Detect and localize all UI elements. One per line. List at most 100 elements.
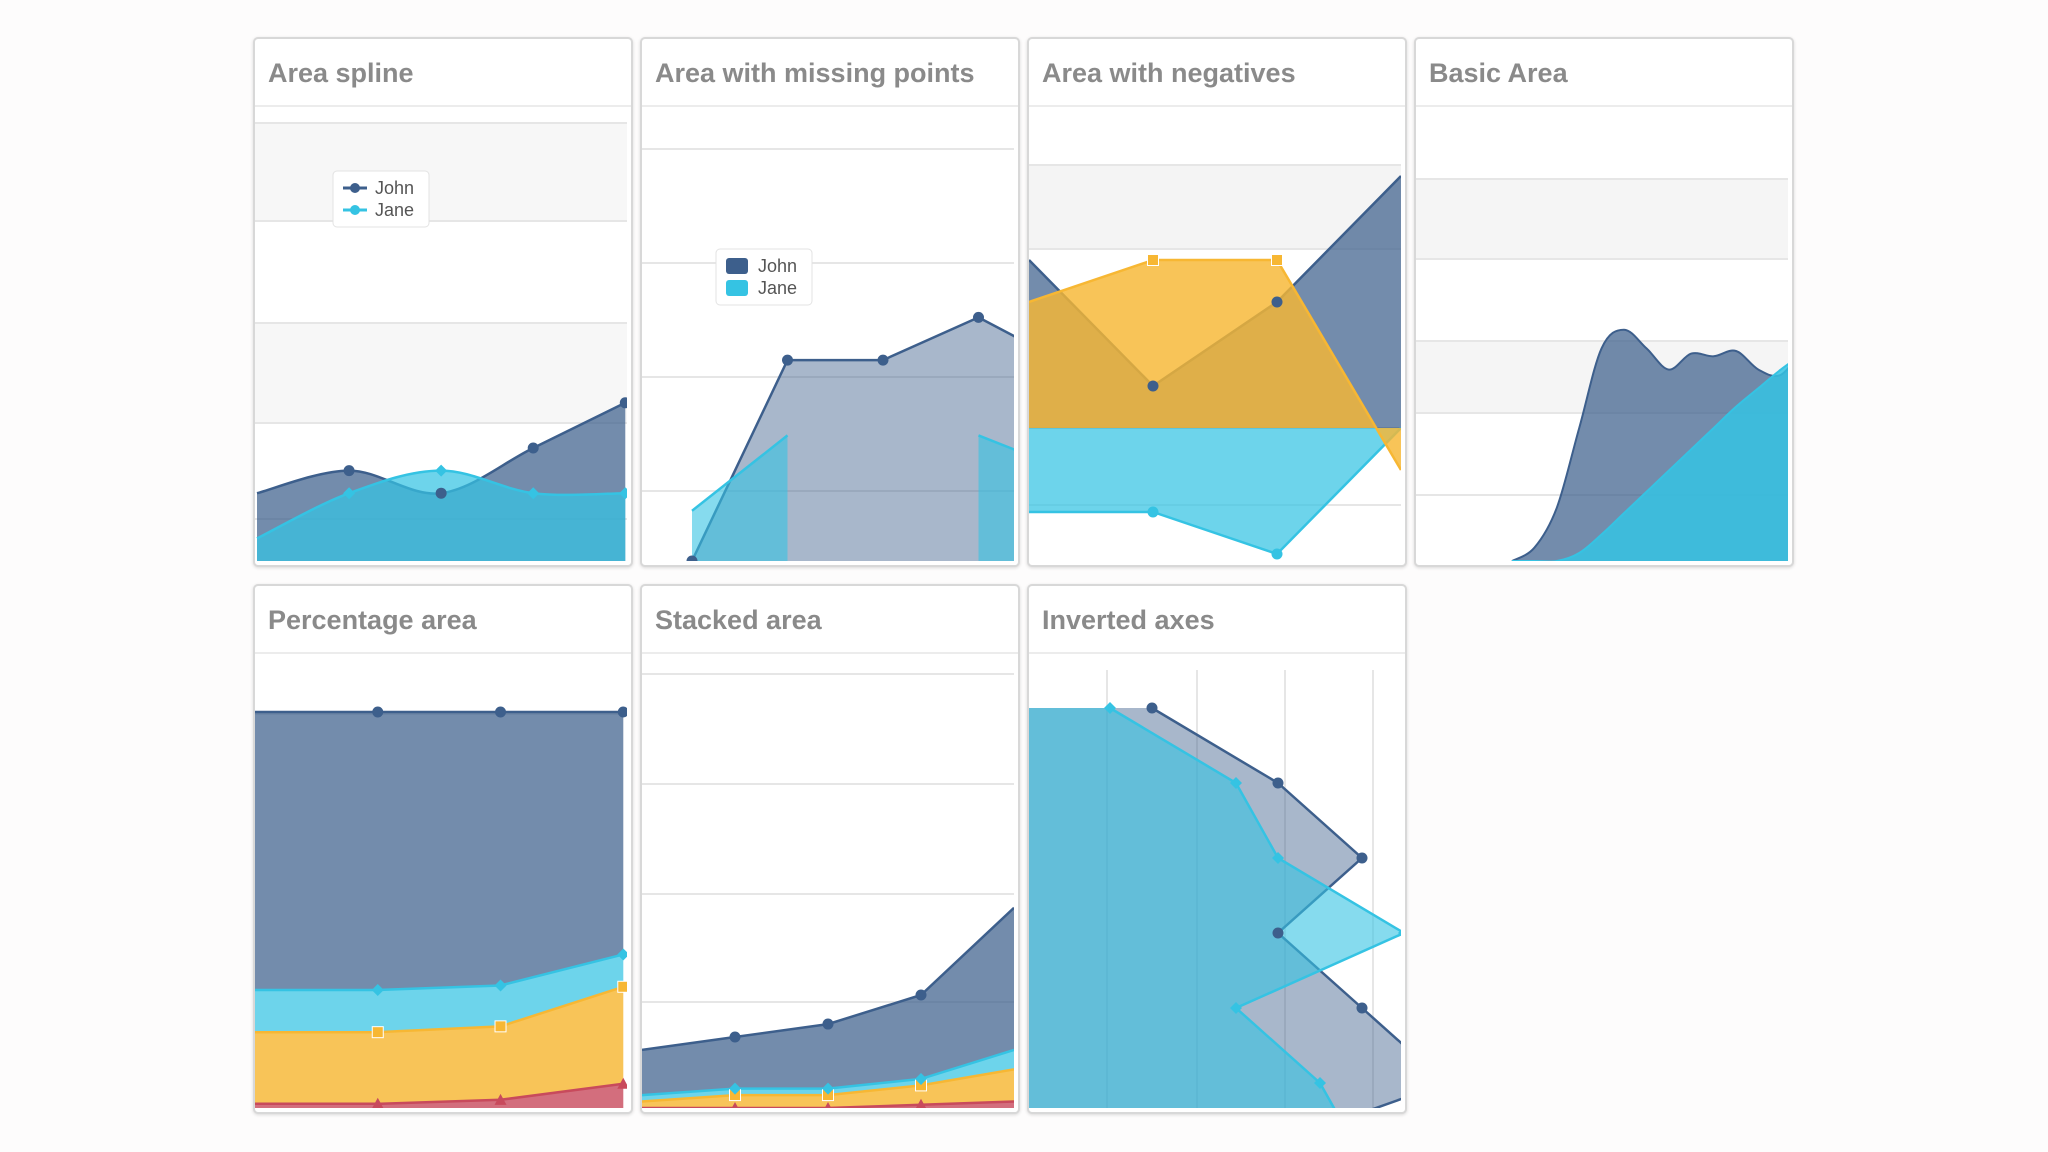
chart-card-area-missing-points[interactable]: Area with missing points John Jane — [640, 37, 1020, 567]
point-janet — [915, 1098, 927, 1108]
point-joe — [1271, 254, 1283, 266]
point-joe — [494, 1020, 507, 1033]
chart-title-basic-area: Basic Area — [1416, 39, 1792, 107]
line-jane — [1029, 427, 1401, 556]
chart-card-inverted-axes[interactable]: Inverted axes — [1027, 584, 1407, 1114]
point-jane — [371, 984, 384, 997]
line-jane — [691, 434, 789, 512]
line-joe — [1029, 258, 1401, 471]
point-janet — [824, 1102, 832, 1108]
point-jane — [915, 1072, 927, 1085]
chart-card-percentage-area[interactable]: Percentage area — [253, 584, 633, 1114]
legend-label-jane: Jane — [375, 200, 414, 220]
point-joe — [1147, 254, 1159, 266]
line-janet — [255, 1082, 624, 1106]
point-jane — [1230, 777, 1242, 789]
point-john — [343, 465, 355, 477]
legend-dot-john — [350, 183, 360, 193]
point-jane — [494, 979, 507, 992]
legend-label-john: John — [375, 178, 414, 198]
chart-card-stacked-area[interactable]: Stacked area — [640, 584, 1020, 1114]
point-jane — [729, 1082, 741, 1095]
area-john — [642, 907, 1014, 1096]
chart-title-area-missing-points: Area with missing points — [642, 39, 1018, 107]
area-jane — [1512, 364, 1788, 561]
point-john — [782, 354, 793, 366]
point-john — [1146, 702, 1158, 714]
point-john — [619, 397, 627, 409]
point-john — [877, 354, 889, 366]
line-john — [1511, 328, 1788, 561]
point-john — [527, 442, 539, 454]
point-jane — [1272, 852, 1284, 864]
area-jane — [1029, 708, 1401, 1108]
line-jane — [1512, 363, 1788, 561]
legend-label-jane: Jane — [758, 278, 797, 298]
point-jane — [1314, 1077, 1326, 1089]
point-jane — [619, 487, 627, 500]
point-john — [686, 555, 698, 561]
point-janet — [617, 1077, 627, 1089]
area-jane — [257, 470, 626, 561]
area-jane — [255, 954, 624, 1033]
point-john — [1272, 927, 1284, 939]
area-john — [255, 712, 624, 990]
grid-band — [255, 123, 627, 221]
point-john — [617, 706, 627, 718]
chart-card-area-spline[interactable]: Area spline John Jane — [253, 37, 633, 567]
point-john — [435, 487, 447, 499]
line-jane — [255, 953, 624, 992]
area-joe — [255, 986, 624, 1104]
area-jane — [1029, 428, 1401, 554]
line-joe — [255, 985, 624, 1034]
point-jane — [1398, 930, 1401, 936]
point-jane — [1271, 548, 1283, 560]
point-janet — [731, 1102, 739, 1108]
chart-title-inverted-axes: Inverted axes — [1029, 586, 1405, 654]
point-john — [372, 706, 384, 718]
chart-title-area-spline: Area spline — [255, 39, 631, 107]
point-joe — [617, 980, 627, 993]
chart-card-basic-area[interactable]: Basic Area — [1414, 37, 1794, 567]
point-john — [915, 989, 927, 1001]
point-john — [729, 1031, 741, 1043]
point-john — [495, 706, 507, 718]
point-john — [1271, 296, 1283, 308]
grid-band — [1029, 165, 1401, 249]
area-jane — [978, 435, 1014, 561]
plot-stacked-area — [642, 673, 1014, 1108]
point-jane — [822, 1082, 834, 1095]
point-john — [822, 1018, 834, 1030]
point-janet — [494, 1093, 507, 1105]
legend-dot-jane — [350, 205, 360, 215]
point-jane — [1104, 702, 1116, 714]
chart-title-percentage-area: Percentage area — [255, 586, 631, 654]
grid-band — [255, 323, 627, 423]
area-jane — [692, 435, 788, 561]
grid-band — [1416, 179, 1788, 259]
point-janet — [372, 1097, 384, 1108]
chart-card-area-negatives[interactable]: Area with negatives — [1027, 37, 1407, 567]
point-john — [1272, 777, 1284, 789]
legend-label-john: John — [758, 256, 797, 276]
point-jane — [527, 487, 540, 500]
chart-title-area-negatives: Area with negatives — [1029, 39, 1405, 107]
legend-marker-john — [726, 258, 748, 274]
area-janet — [255, 1083, 624, 1108]
line-janet — [642, 1100, 1014, 1108]
point-john — [1356, 1002, 1368, 1014]
point-joe — [371, 1026, 384, 1039]
point-jane — [1230, 1002, 1242, 1014]
legend-marker-jane — [726, 280, 748, 296]
point-john — [973, 311, 984, 323]
point-john — [1147, 380, 1159, 392]
point-john — [1356, 852, 1368, 864]
plot-basic-area — [1416, 178, 1788, 561]
point-jane — [435, 464, 448, 477]
plot-percentage-area — [255, 706, 627, 1108]
